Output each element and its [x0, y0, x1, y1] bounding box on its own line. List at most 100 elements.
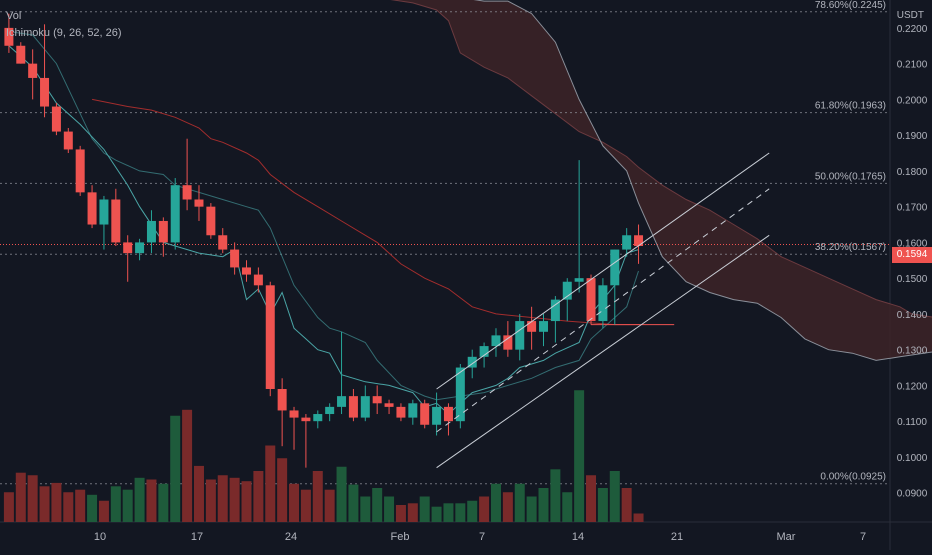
volume-bar[interactable]: [122, 489, 133, 522]
volume-bar[interactable]: [502, 492, 513, 522]
volume-bar[interactable]: [229, 477, 240, 522]
volume-bar[interactable]: [324, 489, 335, 522]
candle-body[interactable]: [420, 403, 430, 425]
candle-body[interactable]: [170, 185, 180, 243]
volume-bar[interactable]: [538, 488, 549, 522]
candle-body[interactable]: [550, 299, 560, 322]
candle-body[interactable]: [16, 45, 26, 64]
candle-body[interactable]: [40, 77, 50, 107]
volume-bar[interactable]: [98, 500, 109, 522]
channel-upper-line[interactable]: [436, 152, 770, 390]
cloud-span-b[interactable]: [306, 0, 932, 361]
candle-body[interactable]: [539, 321, 548, 332]
candle-body[interactable]: [182, 185, 192, 200]
volume-bar[interactable]: [348, 484, 359, 522]
candle-body[interactable]: [265, 285, 275, 389]
volume-bar[interactable]: [158, 483, 169, 522]
candle-body[interactable]: [432, 406, 442, 425]
volume-bar[interactable]: [562, 492, 573, 522]
volume-bar[interactable]: [110, 486, 121, 522]
candle-body[interactable]: [63, 131, 73, 150]
candle-body[interactable]: [467, 356, 477, 368]
volume-bar[interactable]: [467, 500, 478, 522]
channel-middle-line[interactable]: [436, 188, 770, 433]
volume-bar[interactable]: [336, 466, 347, 522]
volume-bar[interactable]: [609, 471, 620, 522]
volume-bar[interactable]: [395, 505, 406, 522]
volume-bar[interactable]: [372, 488, 383, 522]
candle-body[interactable]: [586, 278, 596, 322]
candle-body[interactable]: [574, 278, 584, 282]
candle-body[interactable]: [527, 321, 537, 332]
volume-bar[interactable]: [27, 475, 38, 522]
candle-body[interactable]: [28, 63, 38, 78]
candle-body[interactable]: [408, 403, 418, 418]
candle-body[interactable]: [4, 27, 14, 46]
volume-bar[interactable]: [443, 503, 454, 522]
candle-body[interactable]: [75, 149, 85, 193]
ichimoku-cloud[interactable]: [306, 0, 932, 361]
candle-body[interactable]: [135, 242, 145, 254]
candle-body[interactable]: [598, 285, 608, 322]
volume-legend[interactable]: Vol: [6, 10, 22, 22]
candle-body[interactable]: [158, 220, 168, 243]
volume-bar[interactable]: [479, 496, 490, 523]
volume-bar[interactable]: [3, 492, 14, 522]
volume-bar[interactable]: [621, 488, 632, 522]
volume-bar[interactable]: [586, 475, 597, 522]
volume-bar[interactable]: [384, 496, 395, 523]
candle-body[interactable]: [562, 281, 572, 300]
volume-bar[interactable]: [205, 479, 216, 523]
volume-bar[interactable]: [312, 471, 323, 522]
candle-body[interactable]: [218, 235, 228, 250]
candle-body[interactable]: [146, 220, 156, 243]
candle-body[interactable]: [360, 396, 370, 418]
volume-bar[interactable]: [360, 496, 371, 523]
volume-bar[interactable]: [217, 475, 228, 522]
volume-bar[interactable]: [526, 496, 537, 523]
candle-body[interactable]: [253, 274, 263, 286]
candle-body[interactable]: [479, 346, 489, 357]
volume-bar[interactable]: [597, 488, 608, 522]
candle-body[interactable]: [87, 192, 97, 225]
volume-bar[interactable]: [514, 483, 525, 522]
candle-body[interactable]: [277, 388, 287, 411]
candle-body[interactable]: [51, 106, 61, 132]
candle-body[interactable]: [230, 249, 240, 268]
volume-bar[interactable]: [550, 469, 561, 522]
candle-body[interactable]: [111, 199, 121, 243]
volume-bar[interactable]: [75, 489, 86, 522]
candle-body[interactable]: [503, 335, 513, 350]
volume-bar[interactable]: [146, 479, 157, 523]
volume-bar[interactable]: [277, 458, 288, 522]
price-axis-unit[interactable]: USDT: [896, 10, 924, 21]
volume-bar[interactable]: [253, 471, 264, 522]
candle-body[interactable]: [622, 235, 632, 250]
candle-body[interactable]: [206, 206, 216, 236]
candle-body[interactable]: [372, 396, 382, 404]
volume-bar[interactable]: [170, 415, 181, 522]
volume-bar[interactable]: [182, 409, 193, 522]
candle-body[interactable]: [443, 406, 453, 422]
candle-body[interactable]: [634, 235, 644, 246]
candle-body[interactable]: [301, 417, 311, 422]
volume-bar[interactable]: [51, 482, 62, 522]
cloud-span-a[interactable]: [306, 0, 932, 318]
volume-bar[interactable]: [574, 390, 585, 522]
volume-bar[interactable]: [300, 489, 311, 522]
volume-bar[interactable]: [134, 477, 145, 522]
volume-bar[interactable]: [15, 472, 26, 522]
candle-body[interactable]: [384, 403, 394, 407]
volume-bar[interactable]: [265, 445, 276, 523]
volume-bar[interactable]: [87, 494, 98, 522]
candle-body[interactable]: [194, 199, 204, 207]
volume-bar[interactable]: [419, 496, 430, 523]
candle-body[interactable]: [491, 335, 501, 347]
candle-body[interactable]: [313, 414, 323, 422]
candle-body[interactable]: [242, 267, 251, 275]
kijun-sen-line[interactable]: [92, 98, 639, 326]
tenkan-sen-line[interactable]: [8, 31, 639, 401]
candle-body[interactable]: [325, 406, 335, 415]
